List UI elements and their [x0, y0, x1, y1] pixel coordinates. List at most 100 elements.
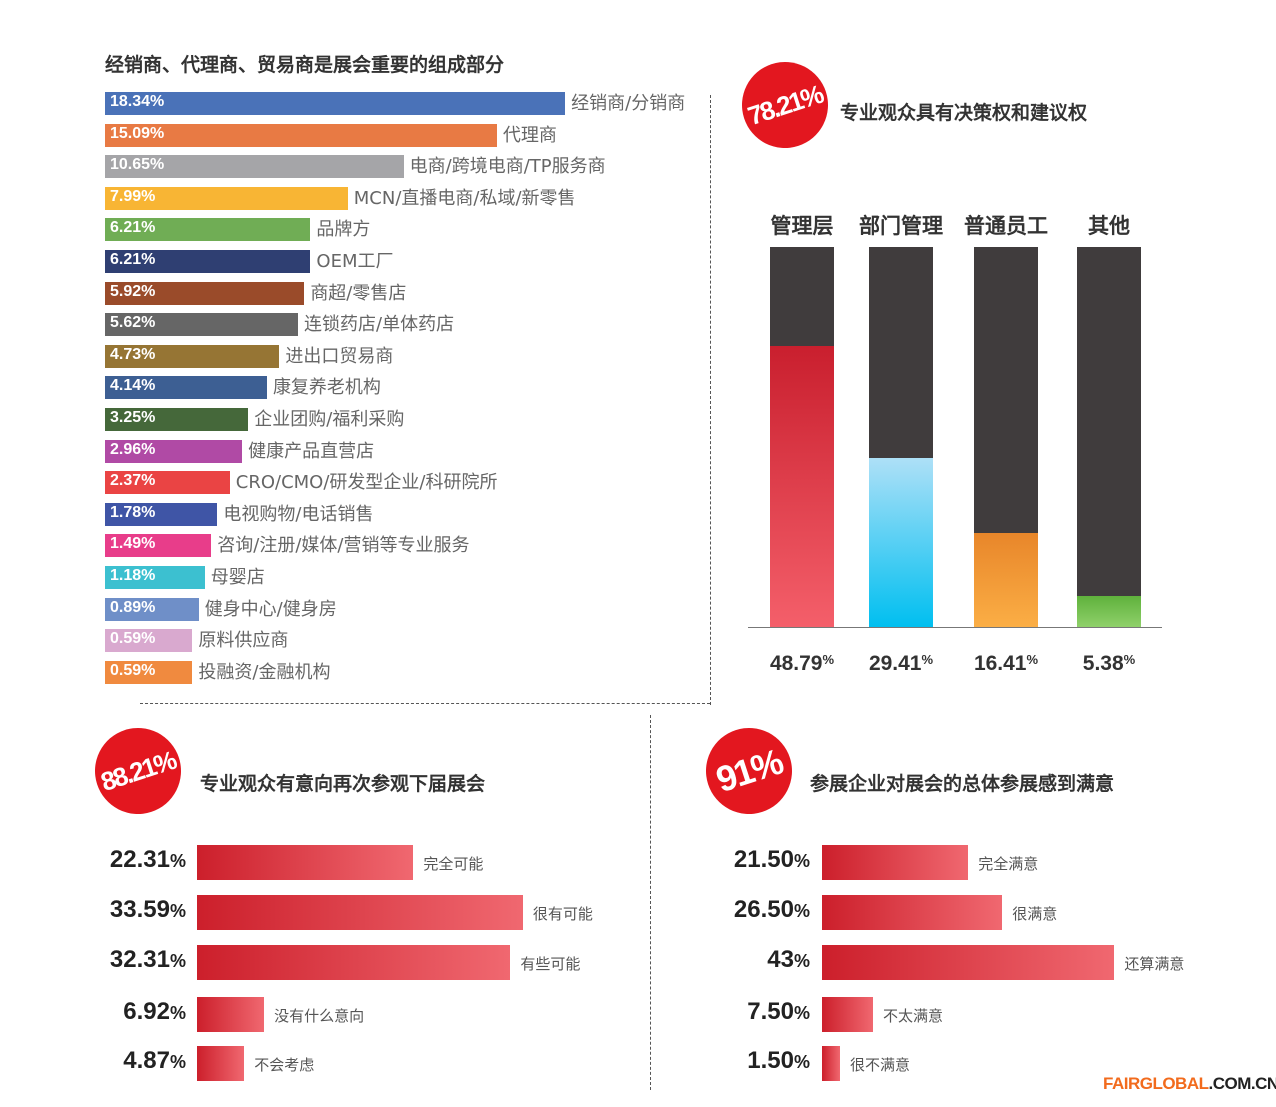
- value-number: 5.38: [1082, 652, 1124, 675]
- bar: 1.78%: [105, 502, 218, 526]
- bar: 3.25%: [105, 408, 249, 431]
- bar-value-label: 2.96%: [110, 440, 156, 458]
- bar-value-label: 2.37%: [110, 472, 156, 490]
- divider: [140, 703, 710, 704]
- bar-category-label: 没有什么意向: [274, 1007, 365, 1025]
- value-number: 16.41: [973, 652, 1027, 675]
- chart2-badge: 78.21%: [730, 50, 840, 160]
- value-number: 21.50: [733, 846, 794, 873]
- bar-value-label: 4.73%: [110, 345, 156, 363]
- value-number: 32.31: [109, 946, 170, 973]
- value-number: 6.92: [123, 998, 170, 1025]
- row-value: 22.31%: [66, 846, 186, 874]
- value-unit: %: [169, 851, 186, 871]
- value-unit: %: [793, 901, 810, 921]
- column-fill: [1077, 596, 1141, 627]
- value-number: 48.79: [769, 652, 823, 675]
- value-number: 1.50: [747, 1047, 794, 1074]
- bar-category-label: 经销商/分销商: [571, 93, 686, 114]
- bar: 10.65%: [105, 155, 404, 179]
- chart4-title: 参展企业对展会的总体参展感到满意: [810, 773, 1115, 795]
- bar: 7.99%: [105, 186, 348, 210]
- bar-value-label: 1.18%: [110, 567, 156, 584]
- row-value: 6.92%: [66, 998, 186, 1026]
- stacked-column: [974, 247, 1038, 627]
- value-unit: %: [169, 951, 186, 971]
- column-value: 29.41%: [853, 652, 949, 676]
- value-number: 33.59: [109, 896, 170, 923]
- bar-category-label: 商超/零售店: [310, 282, 407, 304]
- stacked-column: [770, 247, 834, 627]
- bar-value-label: 4.14%: [110, 377, 156, 395]
- bar-category-label: 健身中心/健身房: [204, 598, 337, 620]
- bar-category-label: 不会考虑: [254, 1056, 315, 1074]
- column-header: 其他: [1088, 214, 1130, 238]
- value-unit: %: [793, 1052, 810, 1072]
- bar-value-label: 0.59%: [110, 630, 156, 648]
- bar: 5.92%: [105, 281, 305, 305]
- bar: [822, 997, 873, 1032]
- bar-value-label: 6.21%: [110, 251, 156, 268]
- row-value: 7.50%: [690, 998, 810, 1026]
- value-unit: %: [793, 1003, 810, 1023]
- row-value: 33.59%: [66, 896, 186, 924]
- value-number: 29.41: [868, 652, 922, 675]
- bar: [197, 895, 523, 930]
- bar: [822, 895, 1003, 930]
- value-unit: %: [921, 652, 934, 667]
- row-value: 32.31%: [66, 946, 186, 974]
- bar-value-label: 5.62%: [110, 314, 156, 332]
- chart2-title: 专业观众具有决策权和建议权: [840, 102, 1088, 124]
- value-unit: %: [169, 901, 186, 921]
- bar: 1.49%: [105, 534, 212, 558]
- bar: 4.73%: [105, 344, 280, 368]
- column-header: 管理层: [770, 214, 834, 238]
- column-value: 16.41%: [958, 652, 1054, 676]
- watermark-brand: FAIRGLOBAL: [1103, 1074, 1209, 1093]
- bar-category-label: 很不满意: [850, 1056, 911, 1074]
- chart1-title: 经销商、代理商、贸易商是展会重要的组成部分: [105, 54, 505, 76]
- bar-category-label: 投融资/金融机构: [198, 661, 331, 683]
- bar: 18.34%: [105, 92, 566, 115]
- value-unit: %: [169, 1052, 186, 1072]
- bar: 0.89%: [105, 597, 199, 621]
- column-value: 5.38%: [1061, 652, 1157, 676]
- bar: [197, 945, 511, 980]
- chart2-baseline: [748, 627, 1162, 628]
- bar-value-label: 6.21%: [110, 219, 156, 237]
- bar: 2.37%: [105, 471, 230, 495]
- bar: 15.09%: [105, 123, 497, 147]
- bar: [822, 1046, 840, 1081]
- bar-category-label: 健康产品直营店: [248, 440, 375, 462]
- value-unit: %: [169, 1003, 186, 1023]
- bar-category-label: 进出口贸易商: [285, 345, 394, 367]
- bar-category-label: 很有可能: [532, 905, 593, 923]
- value-number: 4.87: [123, 1047, 170, 1074]
- bar-category-label: 电视购物/电话销售: [223, 503, 374, 525]
- bar: [822, 945, 1115, 980]
- bar-category-label: 有些可能: [520, 955, 581, 973]
- row-value: 1.50%: [690, 1047, 810, 1075]
- bar-value-label: 5.92%: [110, 282, 156, 300]
- column-fill: [770, 346, 834, 627]
- bar-category-label: 完全可能: [423, 855, 484, 873]
- bar-category-label: 母婴店: [210, 567, 265, 588]
- value-unit: %: [793, 851, 810, 871]
- bar: 5.62%: [105, 313, 299, 337]
- column-value: 48.79%: [754, 652, 850, 676]
- bar: [197, 845, 414, 880]
- bar-value-label: 18.34%: [110, 93, 165, 110]
- bar: [822, 845, 969, 880]
- bar-value-label: 3.25%: [110, 409, 156, 426]
- value-unit: %: [793, 951, 810, 971]
- column-header: 普通员工: [964, 214, 1048, 238]
- bar: 6.21%: [105, 218, 311, 242]
- value-unit: %: [1123, 652, 1136, 667]
- watermark-domain: .COM.CN: [1208, 1074, 1276, 1093]
- bar-category-label: 连锁药店/单体药店: [304, 314, 455, 336]
- column-fill: [869, 457, 933, 627]
- stacked-column: [869, 247, 933, 627]
- value-number: 43: [767, 946, 794, 973]
- column-fill: [974, 532, 1038, 627]
- bar-category-label: 还算满意: [1124, 955, 1185, 973]
